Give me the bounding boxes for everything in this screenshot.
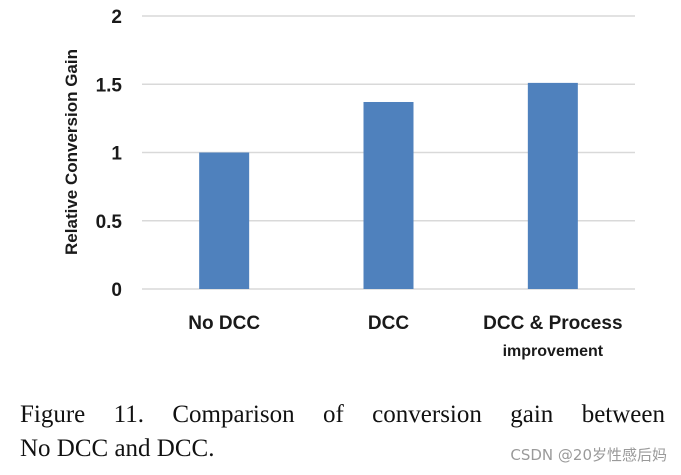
bar (363, 101, 414, 290)
bar (199, 152, 250, 289)
y-tick-label: 0.5 (96, 212, 123, 233)
caption-line-1: Figure 11. Comparison of conversion gain… (20, 401, 665, 428)
bar-chart: 0 0.5 1 1.5 2 No DCC DCC DCC & Process improvem… (62, 7, 635, 360)
y-tick-label: 0 (111, 280, 122, 301)
y-tick-label: 2 (111, 7, 122, 28)
x-category-label: DCC (368, 313, 409, 334)
y-tick-label: 1.5 (96, 75, 123, 96)
watermark: CSDN @20岁性感后妈 (510, 446, 667, 464)
x-category-label: No DCC (188, 313, 260, 334)
figure-caption: Figure 11. Comparison of conversion gain… (20, 398, 665, 466)
bars (199, 82, 578, 290)
x-category-label: DCC & Process (483, 313, 622, 334)
y-tick-label: 1 (111, 144, 122, 165)
caption-line-2: No DCC and DCC. (20, 435, 215, 462)
x-category-label: improvement (503, 343, 604, 360)
y-axis-title: Relative Conversion Gain (62, 49, 81, 255)
y-tick-labels: 0 0.5 1 1.5 2 (96, 7, 123, 301)
category-labels: No DCC DCC DCC & Process improvement (188, 313, 622, 360)
bar (527, 82, 578, 289)
